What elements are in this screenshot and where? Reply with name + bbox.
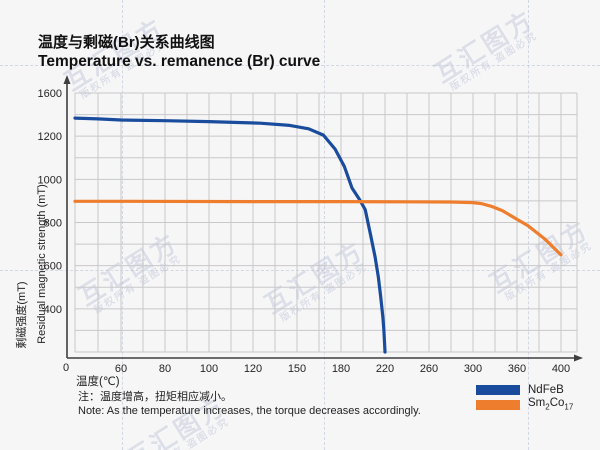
- series-sm2co17-curve: [73, 199, 563, 257]
- x-tick-label: 220: [376, 363, 394, 375]
- x-tick-label: 120: [244, 363, 262, 375]
- watermark-subtext: 版权所有 盗图必究: [448, 30, 540, 94]
- guide-line-horizontal: [0, 270, 600, 271]
- y-axis-title-cn: 剩磁强度(mT): [16, 281, 28, 349]
- legend-co: Co: [549, 397, 565, 410]
- legend-label-ndfeb: NdFeB: [528, 383, 564, 396]
- watermark-text: 互汇图方: [259, 236, 370, 320]
- ndfeb-color-swatch: [476, 384, 520, 395]
- x-tick-label: 180: [332, 363, 350, 375]
- origin-tick-label: 0: [63, 362, 69, 374]
- x-tick-label: 400: [552, 363, 570, 375]
- y-tick-label: 1200: [38, 131, 62, 143]
- watermark: 互汇图方 版权所有 盗图必究: [259, 236, 375, 328]
- watermark-subtext: 版权所有 盗图必究: [92, 253, 184, 317]
- legend-sub-17: 17: [564, 402, 574, 412]
- x-tick-label: 150: [288, 363, 306, 375]
- y-axis-arrow: [63, 75, 71, 84]
- legend: NdFeB Sm2Co17: [476, 382, 573, 412]
- chart-title-en: Temperature vs. remanence (Br) curve: [38, 53, 321, 70]
- legend-item-ndfeb: NdFeB: [476, 382, 573, 397]
- x-tick-label: 80: [159, 363, 171, 375]
- watermark: 互汇图方 版权所有 盗图必究: [74, 228, 189, 320]
- guide-line-vertical: [324, 0, 325, 450]
- legend-label-sm2co17: Sm2Co17: [528, 397, 573, 411]
- watermark-subtext: 版权所有 盗图必究: [140, 416, 232, 450]
- sm2co17-color-swatch: [476, 399, 520, 410]
- x-tick-label: 100: [200, 363, 218, 375]
- x-tick-label: 300: [464, 363, 482, 375]
- guide-line-horizontal: [0, 65, 600, 66]
- legend-item-sm2co17: Sm2Co17: [476, 397, 573, 412]
- y-axis-title-en: Residual magnetic strength (mT): [36, 184, 48, 344]
- watermark: 互汇图方 版权所有 盗图必究: [484, 215, 600, 307]
- watermark-text: 互汇图方: [484, 215, 595, 299]
- note-line-en: Note: As the temperature increases, the …: [78, 405, 421, 417]
- legend-sub-2: 2: [545, 402, 550, 412]
- note-block: 注：温度增高，扭矩相应减小。 Note: As the temperature …: [78, 391, 421, 418]
- y-tick-label: 1600: [38, 88, 62, 100]
- note-line-cn: 注：温度增高，扭矩相应减小。: [78, 391, 232, 403]
- watermark-text: 互汇图方: [429, 5, 540, 89]
- x-tick-label: 260: [420, 363, 438, 375]
- x-axis-arrow: [574, 354, 583, 362]
- chart-title-cn: 温度与剩磁(Br)关系曲线图: [38, 34, 215, 51]
- watermark-subtext: 版权所有 盗图必究: [503, 240, 595, 304]
- x-axis-title: 温度(℃): [76, 376, 120, 388]
- legend-sm: Sm: [528, 397, 546, 410]
- x-tick-label: 360: [508, 363, 526, 375]
